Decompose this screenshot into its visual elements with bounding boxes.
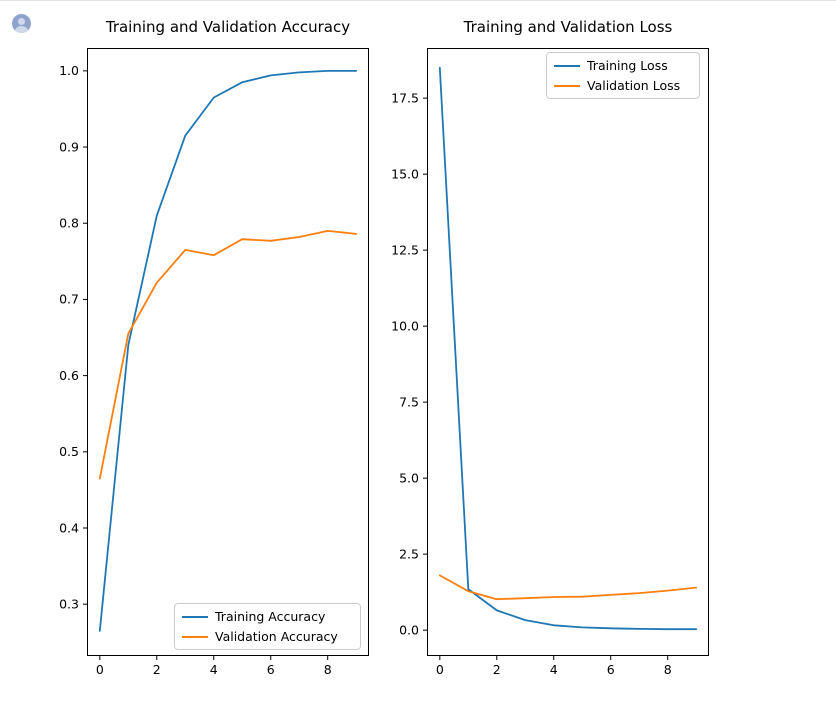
accuracy-plot-y-tick-label: 0.4 bbox=[59, 520, 79, 535]
accuracy-plot-x-tick-label: 4 bbox=[210, 662, 218, 677]
accuracy-plot-y-tick-label: 1.0 bbox=[59, 63, 79, 78]
training-accuracy-line-sample bbox=[182, 615, 208, 618]
user-avatar-shoulders-icon bbox=[15, 26, 28, 33]
accuracy-plot-border bbox=[87, 48, 369, 656]
accuracy-plot-series-validation-accuracy bbox=[98, 229, 358, 480]
accuracy-plot-x-tick-label: 8 bbox=[324, 662, 332, 677]
loss-plot-x-tick-label: 0 bbox=[436, 662, 444, 677]
legend-row-validation-loss: Validation Loss bbox=[554, 78, 691, 93]
loss-plot-x-tick-label: 4 bbox=[550, 662, 558, 677]
accuracy-plot-y-tick-label: 0.8 bbox=[59, 216, 79, 231]
loss-plot-x-tick-label: 2 bbox=[493, 662, 501, 677]
loss-plot-y-tick-label: 12.5 bbox=[391, 242, 419, 257]
accuracy-plot-x-tick-label: 0 bbox=[96, 662, 104, 677]
legend-label-training-loss: Training Loss bbox=[587, 58, 668, 73]
accuracy-plot-y-tick-label: 0.5 bbox=[59, 444, 79, 459]
loss-plot-y-tick-label: 17.5 bbox=[391, 90, 419, 105]
accuracy-chart-title: Training and Validation Accuracy bbox=[105, 18, 351, 36]
loss-plot-y-tick-label: 0.0 bbox=[399, 622, 419, 637]
legend-row-validation-accuracy: Validation Accuracy bbox=[182, 629, 352, 644]
loss-plot-y-tick-label: 7.5 bbox=[399, 394, 419, 409]
accuracy-plot-series-training-accuracy bbox=[98, 70, 358, 632]
loss-chart-title: Training and Validation Loss bbox=[463, 18, 673, 36]
legend-row-training-loss: Training Loss bbox=[554, 58, 691, 73]
legend-label-validation-loss: Validation Loss bbox=[587, 78, 681, 93]
loss-plot-x-tick-label: 6 bbox=[607, 662, 615, 677]
loss-plot-series-training-loss bbox=[438, 66, 698, 631]
accuracy-plot-y-tick-label: 0.9 bbox=[59, 139, 79, 154]
loss-plot-y-tick-label: 10.0 bbox=[391, 318, 419, 333]
loss-plot-x-tick-label: 8 bbox=[664, 662, 672, 677]
training-loss-line-sample bbox=[554, 64, 580, 67]
accuracy-plot-y-tick-label: 0.7 bbox=[59, 292, 79, 307]
accuracy-plot-y-tick-label: 0.3 bbox=[59, 596, 79, 611]
validation-accuracy-line-sample bbox=[182, 635, 208, 638]
accuracy-plot-y-tick-label: 0.6 bbox=[59, 368, 79, 383]
user-avatar-head-icon bbox=[18, 17, 25, 25]
legend-label-validation-accuracy: Validation Accuracy bbox=[215, 629, 338, 644]
loss-legend: Training Loss Validation Loss bbox=[546, 52, 700, 99]
accuracy-plot-x-tick-label: 2 bbox=[153, 662, 161, 677]
legend-label-training-accuracy: Training Accuracy bbox=[215, 609, 326, 624]
validation-loss-line-sample bbox=[554, 84, 580, 87]
accuracy-legend: Training Accuracy Validation Accuracy bbox=[174, 603, 361, 650]
loss-plot-border bbox=[427, 48, 709, 656]
user-avatar bbox=[12, 14, 31, 33]
loss-plot-y-tick-label: 2.5 bbox=[399, 546, 419, 561]
loss-plot-y-tick-label: 15.0 bbox=[391, 166, 419, 181]
loss-plot-series-validation-loss bbox=[438, 574, 698, 601]
loss-plot-y-tick-label: 5.0 bbox=[399, 470, 419, 485]
accuracy-plot-x-tick-label: 6 bbox=[267, 662, 275, 677]
legend-row-training-accuracy: Training Accuracy bbox=[182, 609, 352, 624]
